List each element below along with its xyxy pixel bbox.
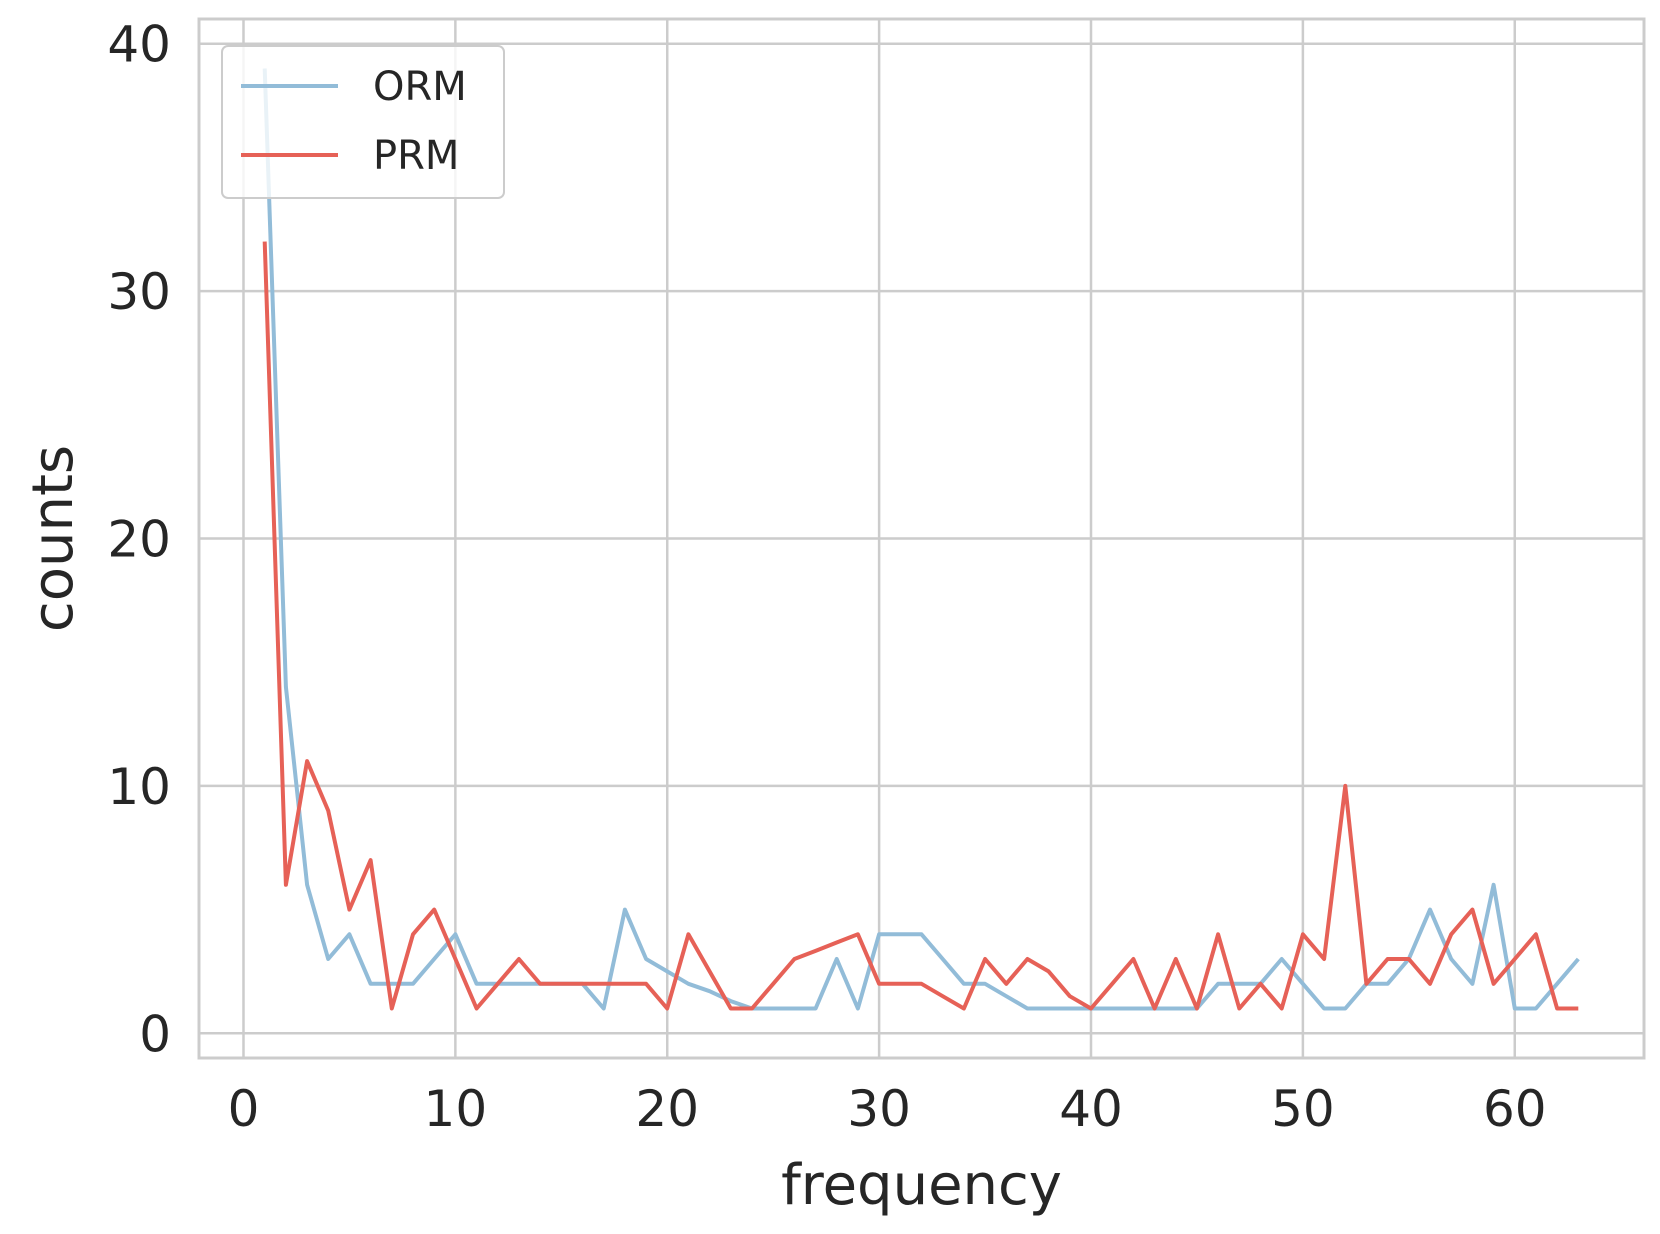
x-tick-label: 0 — [228, 1080, 260, 1138]
x-tick-label: 20 — [635, 1080, 699, 1138]
x-tick-label: 60 — [1483, 1080, 1547, 1138]
series-lines — [262, 68, 1580, 1011]
y-tick-label: 40 — [107, 16, 171, 74]
plot-frame — [197, 17, 1646, 1060]
legend-label-orm: ORM — [373, 64, 467, 110]
y-tick-label: 20 — [107, 511, 171, 569]
y-axis-label: counts — [21, 445, 86, 632]
y-tick-labels: 0 10 20 30 40 — [107, 16, 171, 1064]
legend-label-prm: PRM — [373, 133, 459, 179]
x-tick-label: 40 — [1059, 1080, 1123, 1138]
y-tick-label: 0 — [139, 1005, 171, 1063]
series-line-orm — [262, 68, 1580, 1011]
y-tick-label: 30 — [107, 263, 171, 321]
x-tick-label: 10 — [424, 1080, 488, 1138]
x-tick-label: 30 — [847, 1080, 911, 1138]
legend: ORM PRM — [221, 45, 505, 199]
x-tick-label: 50 — [1271, 1080, 1335, 1138]
x-axis-label: frequency — [781, 1153, 1062, 1218]
y-tick-label: 10 — [107, 758, 171, 816]
x-tick-labels: 0 10 20 30 40 50 60 — [228, 1080, 1547, 1138]
series-line-prm — [262, 241, 1579, 1011]
